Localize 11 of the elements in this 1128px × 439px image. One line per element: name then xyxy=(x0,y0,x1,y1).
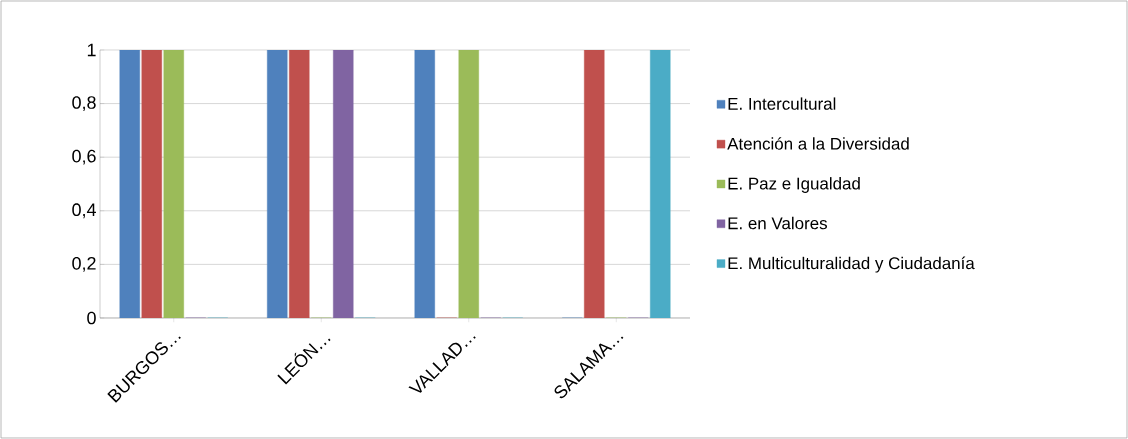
legend-label: Atención a la Diversidad xyxy=(727,137,909,150)
legend-label: E. en Valores xyxy=(728,216,827,230)
legend-label: E. Intercultural xyxy=(728,97,836,110)
y-tick-label: 0 xyxy=(87,311,96,325)
y-tick-label: 0,4 xyxy=(72,203,96,219)
y-tick-label: 0,8 xyxy=(72,96,96,111)
legend-label: E. Paz e Igualdad xyxy=(728,177,860,193)
y-tick-label: 1 xyxy=(87,43,96,57)
legend-label: E. Multiculturalidad y Ciudadanía xyxy=(728,256,975,273)
y-tick-label: 0,6 xyxy=(72,149,96,165)
y-tick-label: 0,2 xyxy=(72,256,96,272)
